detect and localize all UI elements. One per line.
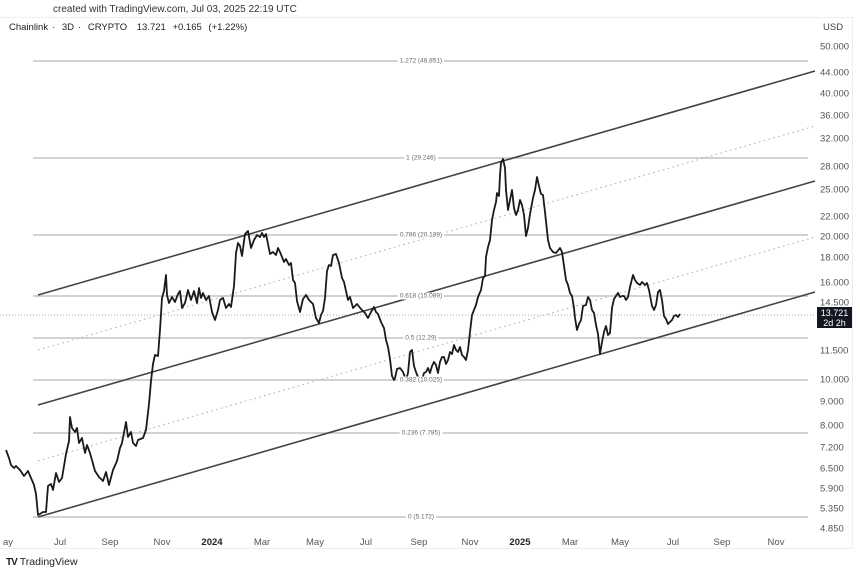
y-tick: 44.000: [820, 67, 850, 79]
current-price-tag: 13.721 2d 2h: [817, 307, 852, 328]
interval: 3D: [61, 22, 75, 33]
tradingview-logo-icon: TV: [6, 556, 18, 568]
fib-label-0236: 0.236 (7.785): [399, 429, 443, 437]
x-tick: Sep: [101, 537, 119, 548]
x-tick: Mar: [561, 537, 579, 548]
x-tick: Jul: [666, 537, 680, 548]
y-tick: 32.000: [820, 133, 850, 145]
current-price-value: 13.721: [820, 308, 849, 318]
y-tick: 25.000: [820, 184, 850, 196]
price-line: [5, 158, 681, 516]
fib-label-1: 1 (29.246): [404, 154, 438, 162]
x-tick-year: 2024: [201, 537, 223, 548]
x-tick: Nov: [153, 537, 171, 548]
y-tick: 18.000: [820, 252, 850, 264]
bar-countdown: 2d 2h: [823, 318, 846, 328]
y-tick: 4.850: [820, 523, 844, 535]
last-price: 13.721: [136, 22, 166, 33]
y-tick: 10.000: [820, 374, 850, 386]
fib-label-0786: 0.786 (20.189): [397, 231, 445, 239]
y-tick: 20.000: [820, 231, 850, 243]
exchange: CRYPTO: [87, 22, 128, 33]
x-tick: Nov: [767, 537, 785, 548]
x-tick-year: 2025: [509, 537, 531, 548]
fib-label-0618: 0.618 (15.089): [397, 292, 445, 300]
x-tick: Jul: [53, 537, 67, 548]
y-tick: 8.000: [820, 420, 844, 432]
y-tick: 22.000: [820, 211, 850, 223]
y-tick: 14.500: [820, 297, 850, 309]
fib-levels: [33, 60, 808, 518]
price-change-pct: (+1.22%): [208, 22, 248, 33]
symbol-legend[interactable]: Chainlink · 3D · CRYPTO 13.721 +0.165 (+1.…: [9, 22, 248, 33]
brand-name: TradingView: [19, 556, 78, 568]
x-tick: May: [306, 537, 324, 548]
price-change: +0.165: [172, 22, 202, 33]
y-tick: 11.500: [820, 345, 849, 357]
x-tick: Jul: [359, 537, 373, 548]
y-tick: 16.000: [820, 277, 850, 289]
fib-label-1272: 1.272 (46.851): [397, 57, 445, 65]
fib-label-05: 0.5 (12.29): [403, 334, 439, 342]
x-tick: May: [611, 537, 629, 548]
y-tick: 5.350: [820, 503, 844, 515]
fib-label-0: 0 (5.172): [405, 513, 437, 521]
y-tick: 7.200: [820, 442, 844, 454]
fib-label-0382: 0.382 (10.025): [397, 376, 445, 384]
x-tick: Nov: [461, 537, 479, 548]
y-tick: 5.900: [820, 483, 844, 495]
y-tick: 6.500: [820, 463, 844, 475]
y-tick: 40.000: [820, 88, 850, 100]
y-tick: 50.000: [820, 41, 850, 53]
y-tick: 28.000: [820, 161, 850, 173]
x-tick: Sep: [410, 537, 428, 548]
x-tick: Mar: [253, 537, 271, 548]
y-tick: 9.000: [820, 396, 844, 408]
y-tick: 36.000: [820, 110, 850, 122]
chart-frame: [0, 17, 853, 549]
x-tick: ay: [2, 537, 14, 548]
symbol-name: Chainlink: [9, 22, 49, 33]
currency-label[interactable]: USD: [823, 22, 844, 33]
chart-credit: created with TradingView.com, Jul 03, 20…: [53, 4, 297, 15]
x-tick: Sep: [713, 537, 731, 548]
tradingview-brand: TV TradingView: [6, 556, 78, 568]
